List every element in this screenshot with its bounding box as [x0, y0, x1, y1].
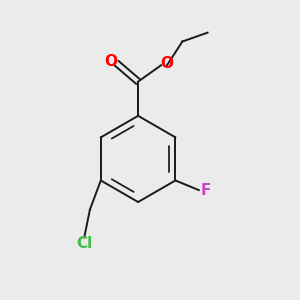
Text: O: O — [160, 56, 173, 71]
Text: O: O — [104, 54, 117, 69]
Text: Cl: Cl — [76, 236, 92, 251]
Text: F: F — [200, 183, 211, 198]
